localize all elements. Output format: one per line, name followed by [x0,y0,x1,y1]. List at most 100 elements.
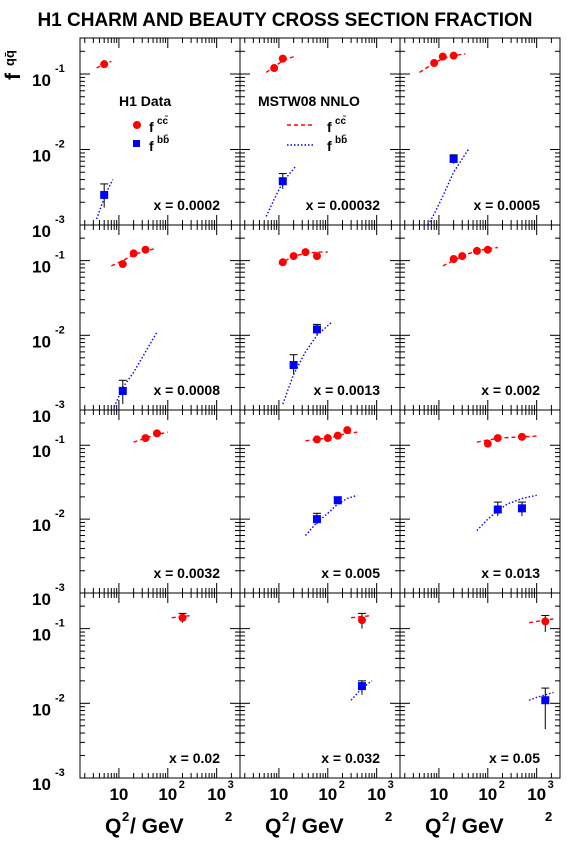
charm-point [458,252,467,261]
y-tick-label-exp: -3 [55,399,65,411]
y-tick-label: 10 [32,222,51,241]
model-beauty-curve [528,691,554,701]
beauty-point [357,682,366,691]
x-axis-title-sup1: 2 [282,809,289,824]
legend-model-bb: f [327,138,332,154]
panel-grid: x = 0.0002 10 -1 10 -2 10 -3 x = 0.00032 x = 0.0… [32,37,561,804]
x-tick-label-exp: 3 [388,779,394,791]
charm-point [118,260,127,269]
panel-label: x = 0.013 [481,565,540,581]
charm-point [430,58,439,67]
legend-model-bb-sup: bb̄ [335,134,347,146]
x-axis-title-main: Q [105,815,121,838]
x-tick-label-exp: 3 [548,779,554,791]
legend-model-cc: f [327,119,332,135]
charm-point [141,434,150,443]
y-tick-label: 10 [32,71,51,90]
panel: x = 0.0032 [79,409,241,594]
y-axis-title-main: f [2,72,25,80]
panel: x = 0.05 [399,592,561,779]
x-axis-title-unit: / GeV [450,815,504,838]
model-charm-curve [528,618,554,624]
charm-point [357,616,366,625]
red-circle-marker [133,121,141,129]
model-beauty-curve [265,165,297,217]
x-axis-title-sup2: 2 [545,809,552,824]
x-axis-title-sup1: 2 [442,809,449,824]
y-axis-title-sup: qq̄ [2,50,17,66]
charm-point [141,245,150,254]
charm-point [438,52,447,61]
legend-data-cc: f [149,119,154,135]
model-beauty-curve [476,494,537,532]
beauty-point [493,505,502,514]
y-tick-label-exp: -3 [55,582,65,594]
x-axis-title-unit: / GeV [290,815,344,838]
y-tick-label: 10 [32,700,51,719]
x-tick-label-exp: 3 [228,779,234,791]
legend: H1 Data f cc̄ f bb̄ MSTW08 NNLO f cc̄ f … [119,93,360,154]
charm-point [289,252,298,261]
y-tick-label-exp: -1 [55,250,65,262]
panel-label: x = 0.002 [481,382,540,398]
model-beauty-curve [304,494,358,536]
y-tick-label: 10 [32,407,51,426]
legend-data-bb: f [149,138,154,154]
model-charm-curve [133,431,168,443]
panel: x = 0.0002 [79,37,241,226]
panel: x = 0.0005 [399,37,561,226]
blue-square-marker [133,140,140,147]
charm-point [449,255,458,264]
x-axis-title-sup2: 2 [225,809,232,824]
x-tick-label: 10 [269,785,288,804]
y-axis-title: f qq̄ [2,50,25,80]
charm-point [517,432,526,441]
y-tick-label-exp: -2 [55,139,65,151]
charm-point [493,434,502,443]
x-tick-label: 10 [527,785,546,804]
panel-label: x = 0.0005 [473,197,540,213]
charm-point [333,431,342,440]
x-tick-label: 10 [207,785,226,804]
x-tick-label-exp: 2 [499,779,505,791]
y-tick-label-exp: -3 [55,214,65,226]
x-axis-title-sup1: 2 [122,809,129,824]
x-axis-title-unit: / GeV [130,815,184,838]
y-tick-label: 10 [32,590,51,609]
x-tick-label-exp: 2 [339,779,345,791]
charm-point [301,248,310,257]
x-tick-label: 10 [158,785,177,804]
beauty-point [118,386,127,395]
charm-point [270,64,279,73]
x-axis-title-sup2: 2 [385,809,392,824]
x-axis-title-main: Q [425,815,441,838]
y-tick-label-exp: -2 [55,508,65,520]
model-charm-curve [265,55,294,73]
legend-model-title: MSTW08 NNLO [258,93,360,109]
model-beauty-curve [113,331,158,408]
panel: x = 0.005 [239,409,401,594]
charm-point [100,60,109,69]
beauty-point [278,177,287,186]
panel: x = 0.0013 [239,224,401,411]
charm-point [278,258,287,267]
charm-point [152,429,161,438]
legend-data-cc-sup: cc̄ [157,115,169,127]
panel-label: x = 0.02 [169,750,220,766]
y-tick-label: 10 [32,516,51,535]
charm-point [483,245,492,254]
charm-point [129,249,138,258]
legend-model-cc-sup: cc̄ [335,115,347,127]
beauty-point [312,325,321,334]
charm-point [541,617,550,626]
panel-label: x = 0.00032 [306,197,381,213]
beauty-point [333,496,342,505]
charm-point [449,51,458,60]
y-tick-label: 10 [32,442,51,461]
charm-point [312,435,321,444]
x-tick-label: 10 [109,785,128,804]
